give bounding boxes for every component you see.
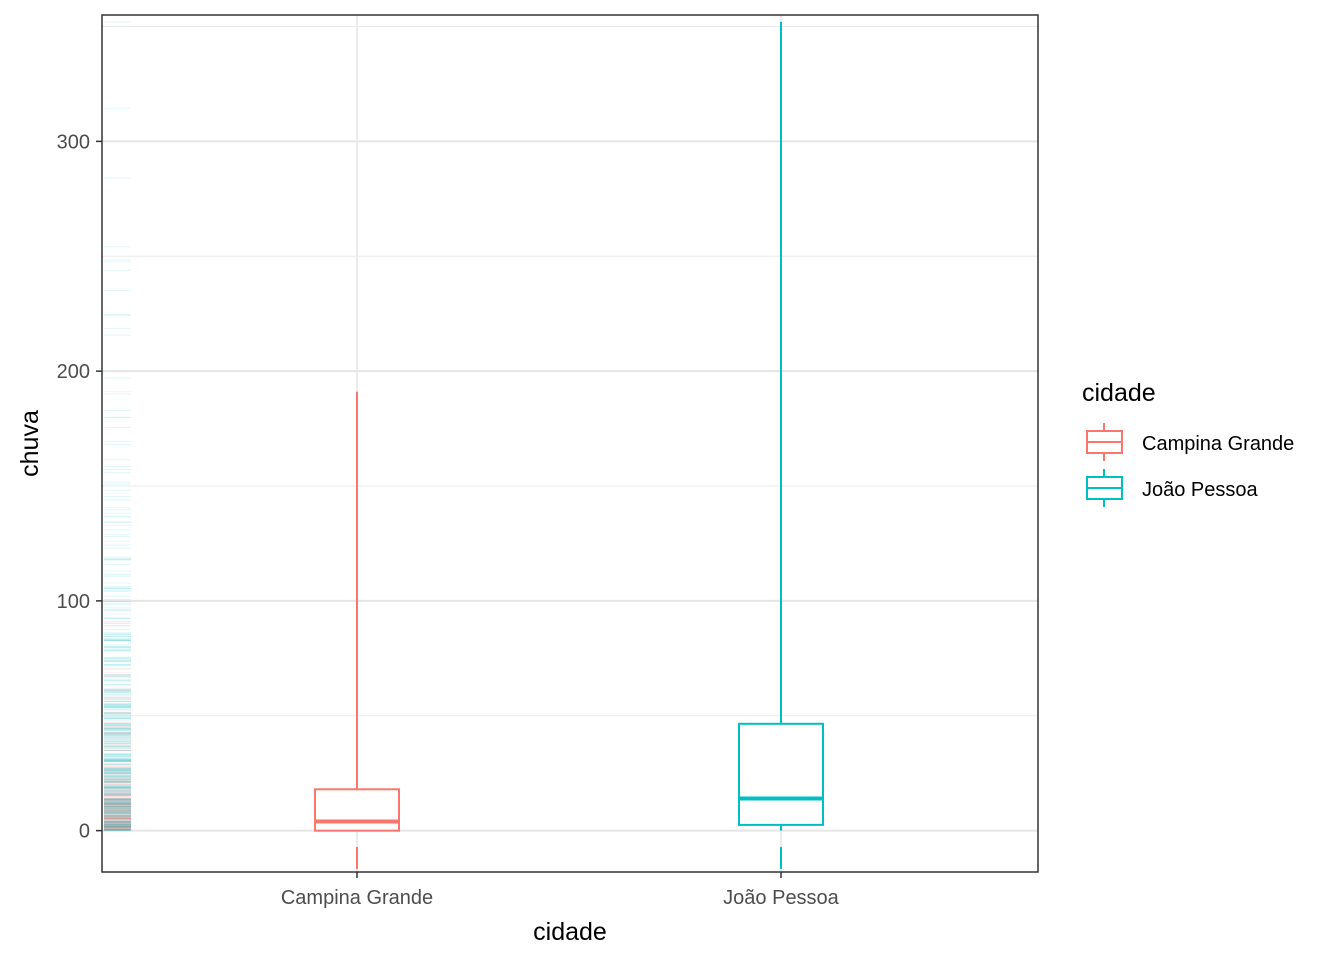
y-tick-label: 200 bbox=[57, 361, 90, 383]
box bbox=[314, 788, 400, 832]
legend: cidade Campina Grande João Pessoa bbox=[1082, 379, 1294, 507]
panel-outline bbox=[101, 14, 1039, 873]
legend-label: Campina Grande bbox=[1142, 433, 1294, 455]
boxplot-2 bbox=[738, 21, 824, 869]
boxplots bbox=[314, 21, 824, 869]
axes: 0 100 200 300 Campina Grande João Pessoa cidad… bbox=[16, 131, 840, 946]
panel-background bbox=[102, 15, 1038, 872]
x-axis-title: cidade bbox=[533, 918, 607, 946]
boxplot-1 bbox=[314, 391, 400, 869]
x-tick-label: João Pessoa bbox=[723, 887, 840, 909]
y-tick-label: 0 bbox=[79, 821, 90, 843]
legend-item: João Pessoa bbox=[1086, 469, 1259, 507]
legend-item: Campina Grande bbox=[1086, 423, 1294, 461]
y-tick-label: 100 bbox=[57, 591, 90, 613]
y-axis-title: chuva bbox=[16, 410, 44, 477]
legend-label: João Pessoa bbox=[1142, 479, 1259, 501]
x-tick-label: Campina Grande bbox=[281, 887, 433, 909]
panel-border bbox=[101, 14, 1039, 873]
plot-panel bbox=[102, 15, 1038, 872]
legend-title: cidade bbox=[1082, 379, 1156, 407]
y-tick-label: 300 bbox=[57, 131, 90, 153]
box bbox=[738, 722, 824, 826]
rug-marks bbox=[104, 21, 131, 832]
